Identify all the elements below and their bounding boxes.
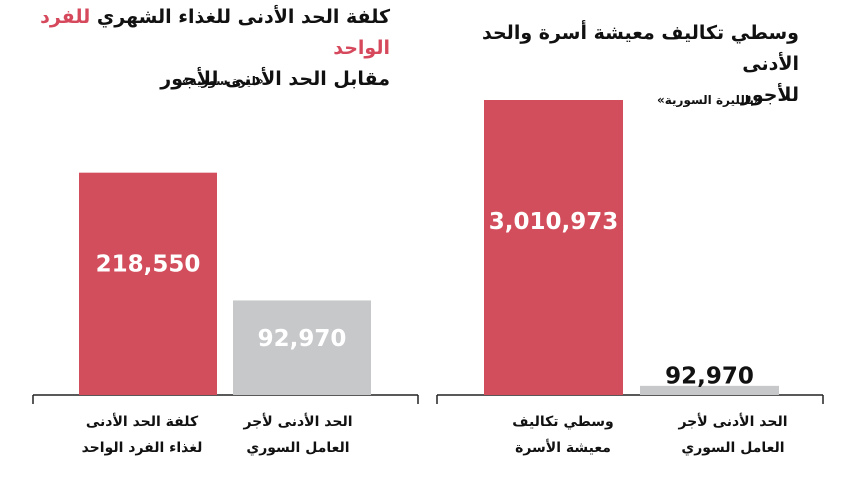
category-line: الحد الأدنى لأجر <box>243 414 353 430</box>
left-chart-title: كلفة الحد الأدنى للغذاء الشهري للفرد الو… <box>0 2 390 95</box>
category-line: كلفة الحد الأدنى <box>85 414 199 430</box>
category-line: الحد الأدنى لأجر <box>678 414 788 430</box>
bar-value-label-0: 3,010,973 <box>489 209 619 235</box>
left-category-label-food: كلفة الحد الأدنى لغذاء الفرد الواحد <box>62 409 222 461</box>
left-title-highlight: للفرد الواحد <box>40 6 390 59</box>
right-title-line2: للأجور <box>740 84 799 106</box>
right-category-label-family: وسطي تكاليف معيشة الأسرة <box>488 409 638 461</box>
right-chart-title: وسطي تكاليف معيشة أسرة والحد الأدنى للأج… <box>419 18 799 111</box>
bar-value-label-1: 92,970 <box>258 326 347 352</box>
category-line: العامل السوري <box>246 440 350 456</box>
bar-value-label-0: 218,550 <box>96 251 201 277</box>
left-bar-chart: 218,550 92,970 <box>32 172 419 404</box>
left-unit-label: «ليرة سورية» <box>182 74 264 88</box>
bar-1 <box>233 300 371 395</box>
bar-value-label-1: 92,970 <box>665 364 754 390</box>
left-title-line2: مقابل الحد الأدنى للأجور <box>160 68 390 90</box>
right-unit-label: «بالليرة السورية» <box>657 93 762 107</box>
category-line: العامل السوري <box>681 440 785 456</box>
left-title-prefix: كلفة الحد الأدنى للغذاء الشهري <box>96 6 390 28</box>
bar-0 <box>484 100 623 395</box>
left-chart-panel: كلفة الحد الأدنى للغذاء الشهري للفرد الو… <box>0 0 425 478</box>
bar-1 <box>640 385 779 395</box>
bar-0 <box>79 172 217 395</box>
category-line: وسطي تكاليف <box>512 414 614 430</box>
right-title-line1: وسطي تكاليف معيشة أسرة والحد الأدنى <box>482 22 799 75</box>
category-line: معيشة الأسرة <box>515 440 611 456</box>
right-bar-chart: 3,010,973 92,970 <box>436 100 824 404</box>
category-line: لغذاء الفرد الواحد <box>81 440 203 456</box>
left-category-label-wage: الحد الأدنى لأجر العامل السوري <box>218 409 378 461</box>
right-category-label-wage: الحد الأدنى لأجر العامل السوري <box>653 409 813 461</box>
right-chart-panel: وسطي تكاليف معيشة أسرة والحد الأدنى للأج… <box>425 0 851 478</box>
left-title-line1: كلفة الحد الأدنى للغذاء الشهري للفرد الو… <box>0 2 390 64</box>
